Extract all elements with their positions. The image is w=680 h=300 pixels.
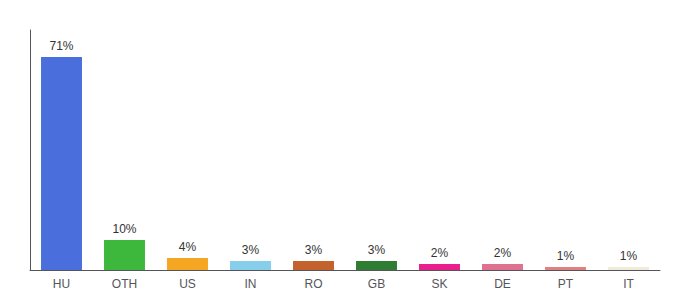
svg-text:3%: 3% xyxy=(368,243,386,257)
svg-text:71%: 71% xyxy=(49,39,73,53)
svg-text:IN: IN xyxy=(245,277,257,291)
svg-text:US: US xyxy=(179,277,196,291)
svg-text:PT: PT xyxy=(558,277,574,291)
svg-text:3%: 3% xyxy=(305,243,323,257)
svg-text:1%: 1% xyxy=(620,249,638,263)
svg-text:RO: RO xyxy=(305,277,323,291)
svg-text:IT: IT xyxy=(623,277,634,291)
svg-text:GB: GB xyxy=(368,277,385,291)
svg-text:4%: 4% xyxy=(179,240,197,254)
svg-text:1%: 1% xyxy=(557,249,575,263)
svg-text:3%: 3% xyxy=(242,243,260,257)
svg-text:2%: 2% xyxy=(494,246,512,260)
svg-text:SK: SK xyxy=(431,277,447,291)
svg-text:DE: DE xyxy=(494,277,511,291)
svg-text:2%: 2% xyxy=(431,246,449,260)
svg-text:10%: 10% xyxy=(112,222,136,236)
svg-text:HU: HU xyxy=(53,277,70,291)
svg-text:OTH: OTH xyxy=(112,277,137,291)
